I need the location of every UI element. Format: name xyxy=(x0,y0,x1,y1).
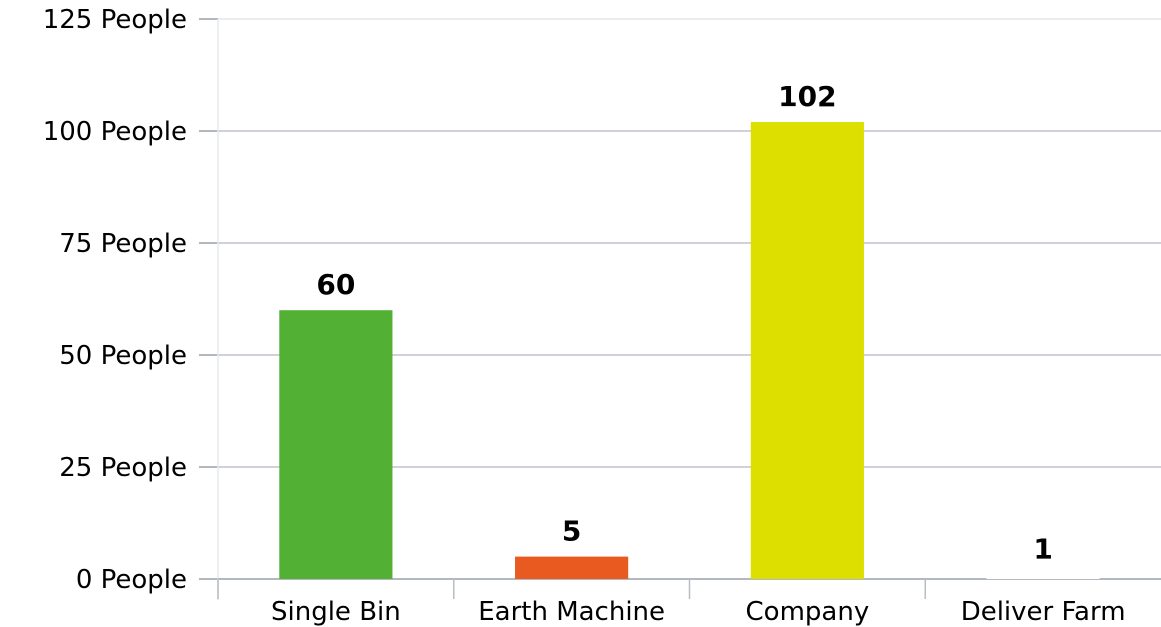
y-tick-label: 50 People xyxy=(59,341,187,371)
data-label: 1 xyxy=(1033,533,1052,566)
data-label: 5 xyxy=(562,515,581,548)
y-tick-label: 0 People xyxy=(76,565,187,595)
bar-company[interactable] xyxy=(750,122,864,579)
bar-earth-machine[interactable] xyxy=(515,556,629,579)
labels: 0 People 25 People 50 People 75 People 100 P… xyxy=(43,5,1126,627)
x-tick-label: Deliver Farm xyxy=(961,597,1126,627)
x-tick-label: Single Bin xyxy=(271,597,401,627)
y-tick-label: 75 People xyxy=(59,229,187,259)
data-label: 60 xyxy=(316,268,355,301)
bar-deliver-farm[interactable] xyxy=(986,574,1100,579)
x-tick-label: Company xyxy=(746,597,870,627)
data-label: 102 xyxy=(778,80,836,113)
y-tick-label: 100 People xyxy=(43,117,187,147)
bar-single-bin[interactable] xyxy=(279,310,393,579)
y-tick-label: 125 People xyxy=(43,5,187,35)
x-tick-label: Earth Machine xyxy=(478,597,665,627)
bars xyxy=(279,122,1100,579)
y-tick-label: 25 People xyxy=(59,453,187,483)
